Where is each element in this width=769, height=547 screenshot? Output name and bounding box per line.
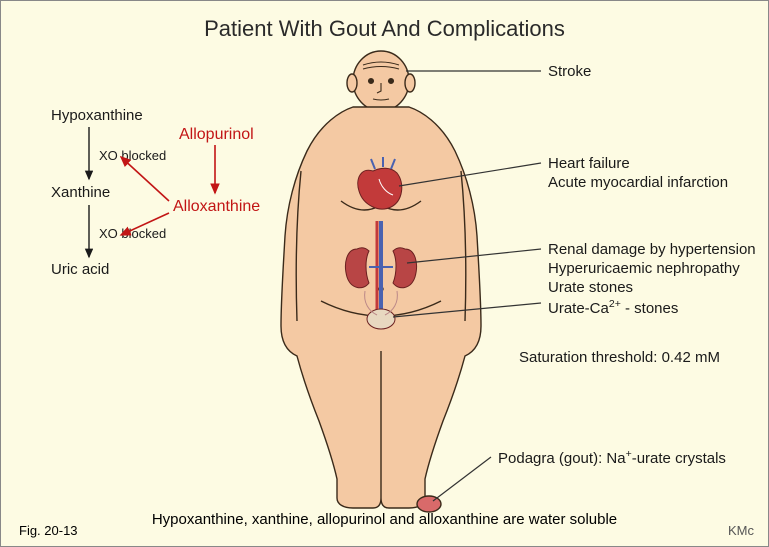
- label-renal3: Urate stones: [548, 279, 633, 298]
- leader-lines: [393, 71, 541, 501]
- label-hypoxanthine: Hypoxanthine: [51, 107, 143, 126]
- renal4-sup: 2+: [609, 298, 621, 310]
- footer-note: Hypoxanthine, xanthine, allopurinol and …: [1, 511, 768, 528]
- label-renal4: Urate-Ca2+ - stones: [548, 298, 678, 319]
- label-heart1: Heart failure: [548, 155, 630, 174]
- renal4-post: - stones: [621, 300, 679, 317]
- credit: KMc: [728, 523, 754, 538]
- label-uric: Uric acid: [51, 261, 109, 280]
- label-alloxanthine: Alloxanthine: [173, 197, 260, 217]
- patient-body: [281, 51, 481, 512]
- label-xo2: XO blocked: [99, 226, 166, 242]
- heart-organ: [358, 157, 402, 209]
- label-renal1: Renal damage by hypertension: [548, 241, 756, 260]
- figure-number: Fig. 20-13: [19, 523, 78, 538]
- label-xanthine: Xanthine: [51, 184, 110, 203]
- renal4-pre: Urate-Ca: [548, 300, 609, 317]
- label-allopurinol: Allopurinol: [179, 125, 254, 145]
- kidneys: [345, 221, 416, 329]
- label-renal2: Hyperuricaemic nephropathy: [548, 260, 740, 279]
- diagram-title: Patient With Gout And Complications: [1, 16, 768, 42]
- label-stroke: Stroke: [548, 63, 591, 82]
- label-saturation: Saturation threshold: 0.42 mM: [519, 349, 720, 368]
- diagram-canvas: Patient With Gout And Complications Hypo…: [0, 0, 769, 547]
- label-podagra: Podagra (gout): Na+-urate crystals: [498, 448, 726, 469]
- label-xo1: XO blocked: [99, 148, 166, 164]
- label-heart2: Acute myocardial infarction: [548, 174, 728, 193]
- podagra-pre: Podagra (gout): Na: [498, 450, 626, 467]
- podagra-post: -urate crystals: [632, 450, 726, 467]
